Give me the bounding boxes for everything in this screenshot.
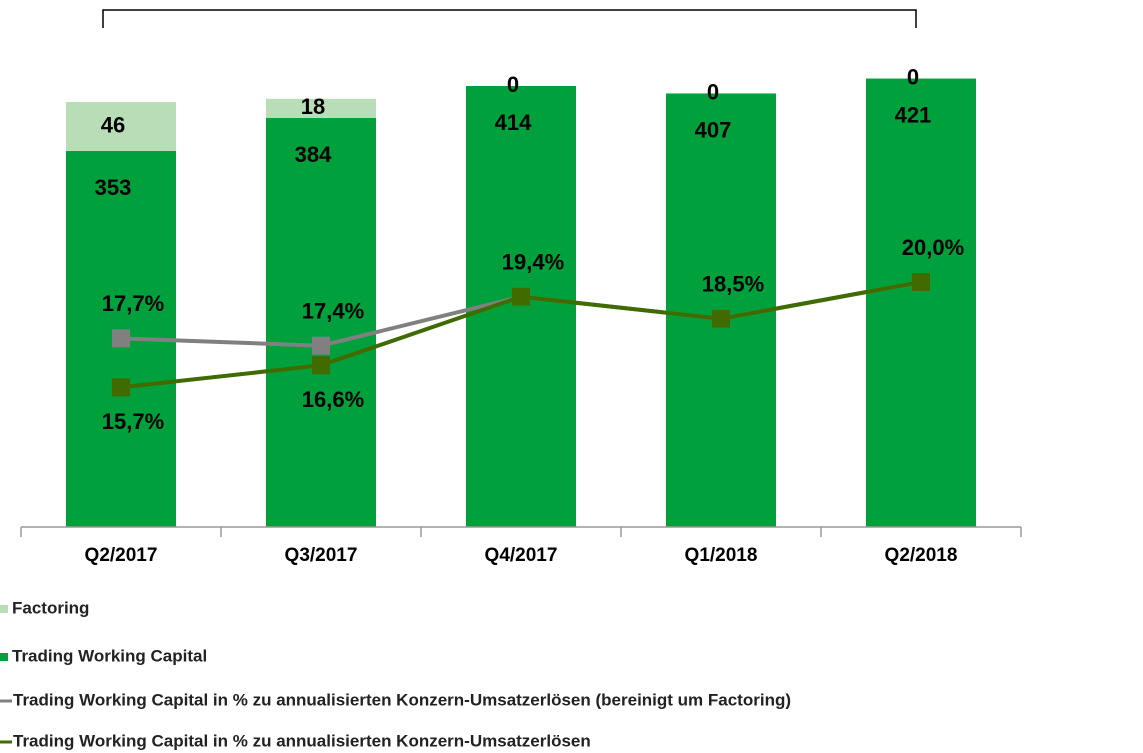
bar-segment: [866, 78, 976, 527]
legend-swatch: [0, 740, 12, 744]
data-label: 353: [95, 175, 132, 200]
data-label: 384: [295, 142, 332, 167]
data-label: 0: [707, 79, 719, 104]
line-marker: [512, 287, 530, 306]
legend-label: Trading Working Capital in % zu annualis…: [13, 731, 591, 750]
line-marker: [912, 273, 930, 291]
x-tick-label: Q2/2017: [85, 545, 158, 566]
data-label: 15,7%: [102, 409, 164, 434]
data-label: 0: [907, 64, 919, 89]
legend-swatch: [0, 653, 8, 661]
line-marker: [312, 356, 330, 375]
data-label: 17,7%: [102, 291, 164, 316]
bar-segment: [266, 98, 376, 118]
data-label: 16,6%: [302, 387, 364, 412]
data-label: 20,0%: [902, 235, 964, 260]
data-label: 0: [507, 72, 519, 97]
x-tick-label: Q2/2018: [885, 545, 958, 566]
line-marker: [712, 309, 730, 328]
legend-label: Trading Working Capital: [12, 646, 207, 665]
legend-swatch: [0, 605, 8, 613]
line-marker: [112, 378, 130, 397]
data-label: 421: [895, 102, 932, 127]
data-label: 46: [101, 112, 125, 137]
data-label: 18,5%: [702, 272, 764, 297]
bar-segment: [66, 101, 176, 151]
line-marker: [112, 329, 130, 348]
x-tick-label: Q1/2018: [685, 545, 758, 566]
bracket: [102, 9, 917, 28]
data-label: 407: [695, 117, 732, 142]
legend-swatch: [0, 699, 12, 703]
data-label: 19,4%: [502, 250, 564, 275]
line-marker: [312, 336, 330, 355]
x-tick-label: Q4/2017: [485, 545, 558, 566]
x-tick-label: Q3/2017: [285, 545, 358, 566]
legend-label: Factoring: [12, 598, 89, 617]
data-label: 17,4%: [302, 299, 364, 324]
data-label: 414: [495, 110, 532, 135]
bar-segment: [266, 117, 376, 528]
legend-label: Trading Working Capital in % zu annualis…: [13, 690, 791, 709]
data-label: 18: [301, 94, 325, 119]
